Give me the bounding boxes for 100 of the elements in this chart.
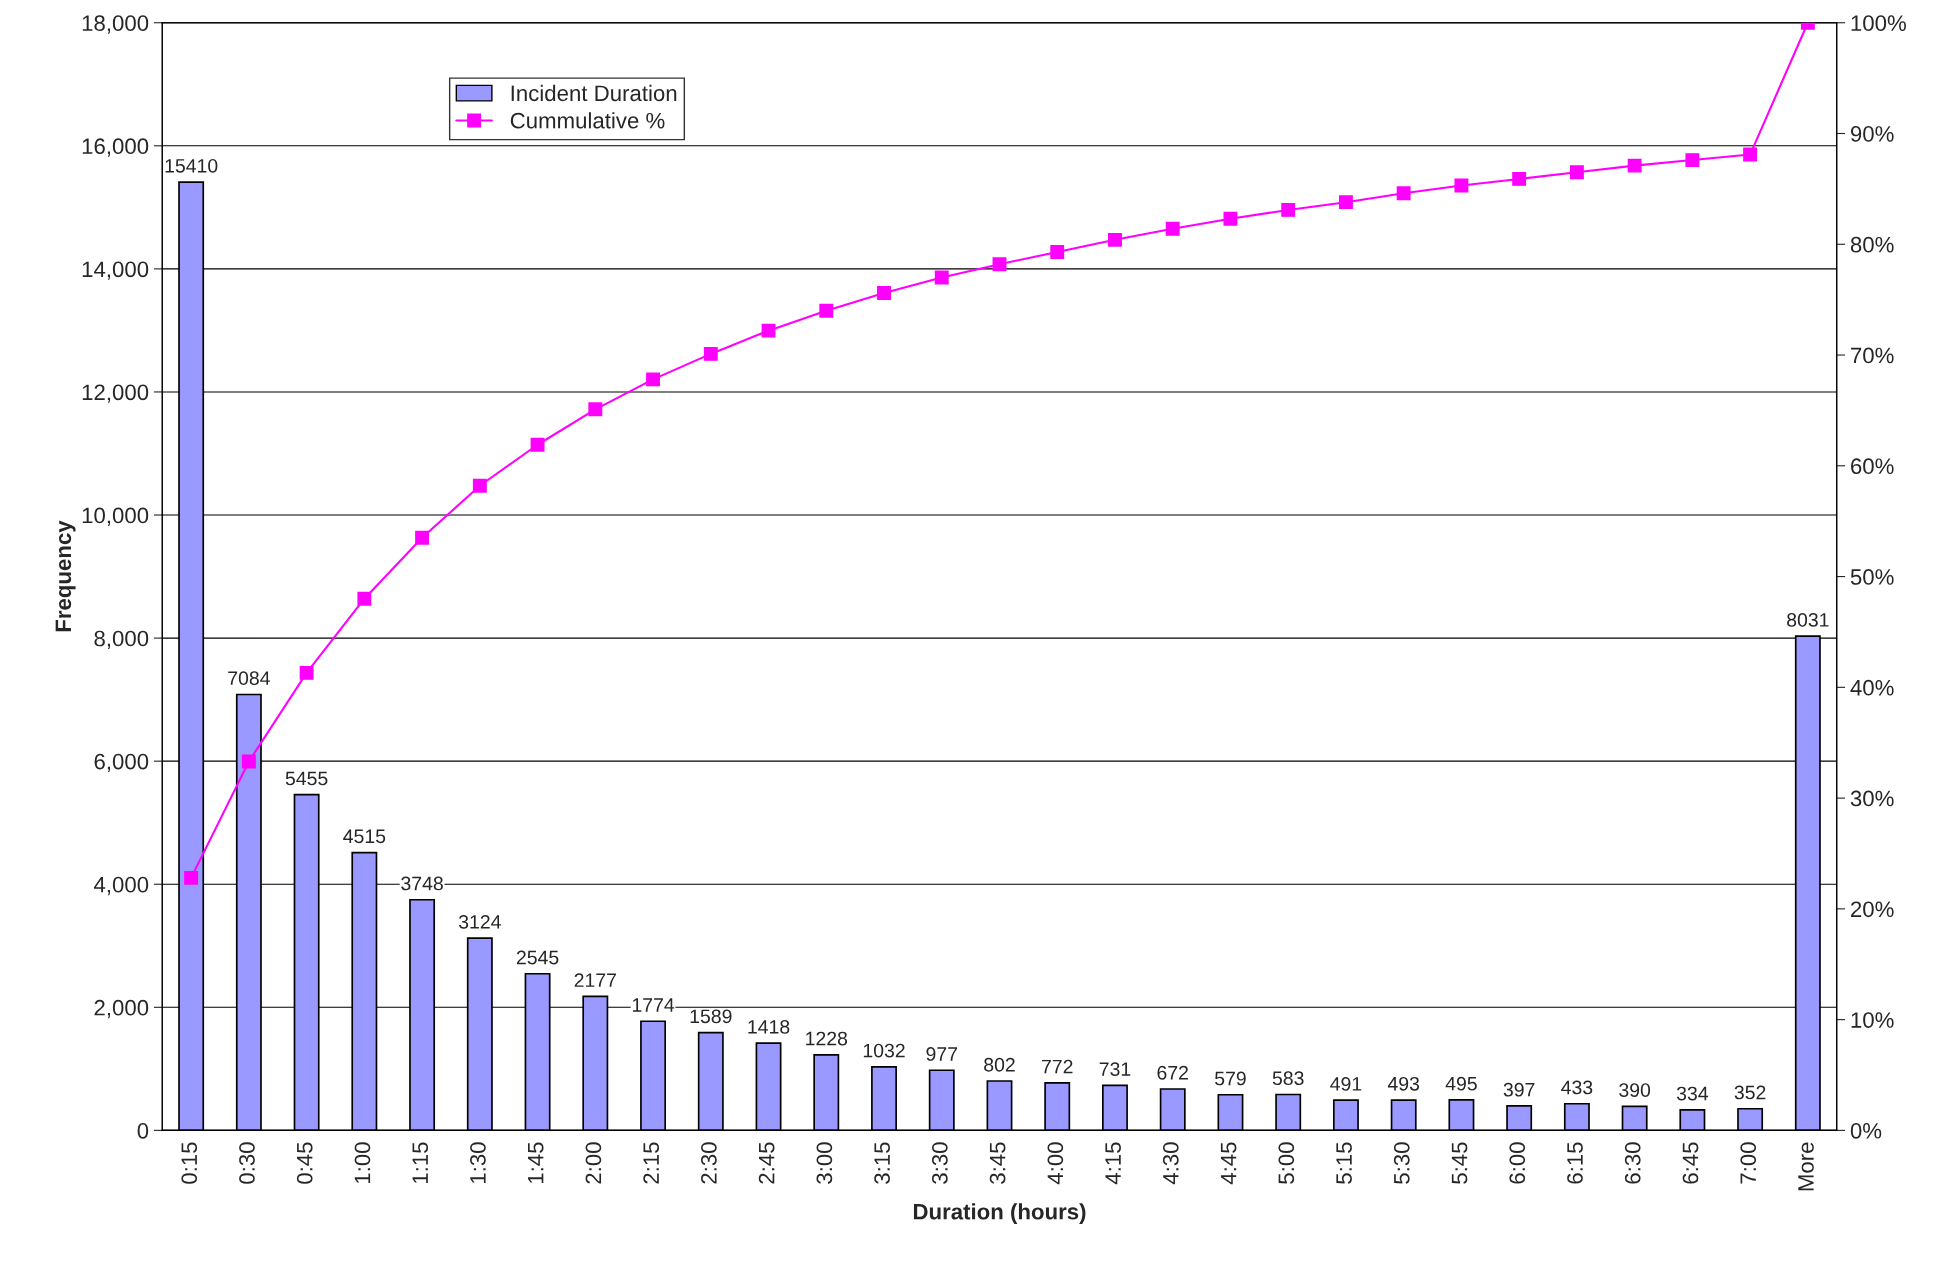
point <box>1685 153 1700 168</box>
point <box>1743 147 1758 162</box>
y2-tick-label: 0% <box>1850 1122 1882 1139</box>
x-tick-label: 2:00 <box>585 1142 602 1184</box>
data-label: 1774 <box>632 998 675 1012</box>
data-label: 493 <box>1387 1076 1420 1091</box>
y-tick-label: 8,000 <box>94 630 149 649</box>
point <box>703 346 718 361</box>
point <box>992 257 1007 272</box>
point <box>1281 202 1296 217</box>
data-label: 1589 <box>690 1009 732 1024</box>
x-axis-title: Duration (hours) <box>913 1203 1086 1224</box>
data-label: 1228 <box>806 1031 848 1046</box>
point <box>472 478 487 493</box>
y-tick-label: 2,000 <box>94 999 149 1019</box>
data-label: 5455 <box>285 771 328 786</box>
data-label: 15410 <box>165 158 218 173</box>
point <box>1050 245 1065 259</box>
y-tick-label: 4,000 <box>93 876 149 896</box>
x-tick-label: 0:45 <box>296 1142 313 1184</box>
x-tick-label: 0:30 <box>239 1142 255 1184</box>
data-label: 731 <box>1099 1062 1131 1076</box>
x-tick-label: 3:00 <box>816 1142 833 1184</box>
y-tick-label: 18,000 <box>82 15 149 34</box>
y2-tick-label: 30% <box>1850 790 1894 807</box>
x-tick-label: 3:15 <box>874 1142 890 1184</box>
x-tick-label: 2:30 <box>701 1142 717 1184</box>
y2-tick-label: 40% <box>1850 679 1894 696</box>
x-tick-label: More <box>1798 1142 1814 1191</box>
x-tick-label: 5:00 <box>1278 1142 1295 1184</box>
point <box>299 665 314 680</box>
x-tick-label: 5:45 <box>1451 1142 1468 1184</box>
point <box>646 372 660 387</box>
y-tick-label: 6,000 <box>94 753 149 773</box>
point <box>1454 178 1469 193</box>
point <box>1627 158 1642 173</box>
point <box>1108 232 1122 247</box>
y2-tick-label: 90% <box>1850 126 1894 142</box>
x-tick-label: 5:30 <box>1393 1142 1410 1184</box>
point <box>1512 171 1527 186</box>
data-label: 772 <box>1042 1059 1073 1074</box>
x-tick-label: 3:30 <box>931 1142 948 1184</box>
point <box>761 323 776 338</box>
point <box>415 530 430 545</box>
x-tick-label: 6:45 <box>1682 1142 1699 1184</box>
data-label: 4515 <box>343 829 386 844</box>
point <box>1569 165 1584 180</box>
data-label: 977 <box>926 1047 957 1061</box>
point <box>184 870 199 885</box>
x-tick-label: 6:00 <box>1509 1142 1526 1184</box>
y-axis-title: Frequency <box>55 520 76 632</box>
x-tick-label: 1:00 <box>354 1142 371 1184</box>
x-tick-label: 2:45 <box>758 1142 775 1184</box>
x-tick-label: 4:30 <box>1162 1142 1179 1185</box>
y-tick-label: 14,000 <box>82 261 149 280</box>
data-label: 7084 <box>228 671 270 686</box>
data-label: 3748 <box>401 876 443 891</box>
y2-tick-label: 10% <box>1851 1012 1894 1028</box>
x-tick-label: 1:30 <box>470 1142 486 1184</box>
point <box>1338 195 1353 210</box>
y-tick-label: 10,000 <box>82 507 149 526</box>
data-label: 672 <box>1157 1065 1188 1080</box>
data-label: 8031 <box>1787 613 1829 627</box>
data-label: 2177 <box>574 973 616 987</box>
y2-tick-label: 70% <box>1851 347 1894 364</box>
y-tick-label: 0 <box>137 1122 149 1139</box>
point <box>357 591 372 606</box>
x-tick-label: 2:15 <box>643 1142 660 1184</box>
point <box>877 286 891 300</box>
data-label: 433 <box>1561 1080 1593 1095</box>
y-tick-label: 16,000 <box>82 138 149 157</box>
point <box>934 270 949 285</box>
y2-tick-label: 60% <box>1851 458 1894 475</box>
data-label: 2545 <box>516 950 559 965</box>
x-tick-label: 1:45 <box>528 1142 544 1184</box>
legend-label: Cummulative % <box>510 112 665 129</box>
y2-tick-label: 80% <box>1850 236 1894 253</box>
point <box>588 402 603 417</box>
x-tick-label: 0:15 <box>181 1142 198 1184</box>
point <box>241 754 256 769</box>
x-tick-label: 4:00 <box>1047 1142 1064 1185</box>
x-tick-label: 3:45 <box>989 1142 1006 1184</box>
data-label: 1032 <box>863 1043 905 1058</box>
point <box>1223 211 1238 226</box>
point <box>530 437 545 452</box>
x-tick-label: 6:15 <box>1567 1142 1583 1184</box>
point <box>1396 186 1411 201</box>
x-tick-label: 6:30 <box>1624 1142 1641 1184</box>
point <box>819 303 834 318</box>
x-tick-label: 4:15 <box>1105 1142 1121 1185</box>
y2-tick-label: 100% <box>1851 15 1906 31</box>
legend-label: Incident Duration <box>511 84 677 102</box>
data-label: 334 <box>1676 1086 1709 1101</box>
y2-tick-label: 20% <box>1851 901 1894 918</box>
data-label: 802 <box>984 1057 1015 1072</box>
x-tick-label: 7:00 <box>1740 1142 1757 1184</box>
x-tick-label: 4:45 <box>1220 1142 1237 1185</box>
data-label: 583 <box>1272 1071 1304 1086</box>
data-label: 495 <box>1445 1076 1477 1091</box>
x-tick-label: 5:15 <box>1336 1142 1352 1184</box>
